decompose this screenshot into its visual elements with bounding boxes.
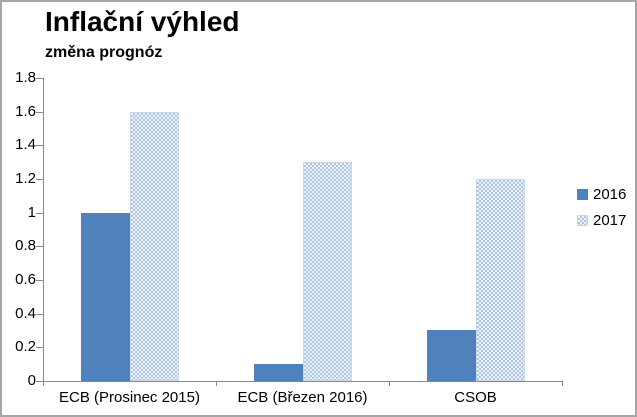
x-category-label: ECB (Prosinec 2015) <box>59 389 200 406</box>
legend-swatch-2016 <box>577 189 588 200</box>
y-tick-label: 0.2 <box>15 338 36 355</box>
x-category-label: ECB (Březen 2016) <box>237 389 368 406</box>
y-tick-label: 0.8 <box>15 237 36 254</box>
bar-2016 <box>81 213 130 381</box>
y-tick-mark <box>36 78 43 79</box>
y-tick-mark <box>36 280 43 281</box>
legend-item: 2017 <box>577 212 626 229</box>
x-tick-mark <box>216 381 217 386</box>
chart-subtitle: změna prognóz <box>45 44 163 61</box>
legend-swatch-2017 <box>577 215 588 226</box>
y-tick-mark <box>36 213 43 214</box>
legend-item: 2016 <box>577 186 626 203</box>
x-tick-mark <box>389 381 390 386</box>
y-tick-label: 1.4 <box>15 136 36 153</box>
bar-2017 <box>303 162 352 381</box>
y-tick-label: 0 <box>27 372 36 389</box>
x-category-label: CSOB <box>454 389 497 406</box>
x-tick-mark <box>562 381 563 386</box>
y-tick-mark <box>36 179 43 180</box>
y-tick-mark <box>36 314 43 315</box>
bar-2017 <box>476 179 525 381</box>
legend-label: 2017 <box>593 212 627 229</box>
y-tick-label: 0.6 <box>15 271 36 288</box>
x-tick-mark <box>43 381 44 386</box>
y-tick-mark <box>36 112 43 113</box>
y-tick-mark <box>36 381 43 382</box>
legend: 2016 2017 <box>577 186 626 238</box>
y-tick-label: 1.2 <box>15 170 36 187</box>
y-tick-mark <box>36 347 43 348</box>
y-tick-label: 1.6 <box>15 103 36 120</box>
y-tick-label: 0.4 <box>15 305 36 322</box>
y-tick-mark <box>36 145 43 146</box>
bar-2017 <box>130 112 179 381</box>
bar-2016 <box>427 330 476 381</box>
y-tick-mark <box>36 246 43 247</box>
legend-label: 2016 <box>593 186 627 203</box>
chart-title: Inflační výhled <box>45 6 240 37</box>
y-tick-label: 1 <box>27 204 36 221</box>
y-axis-line <box>43 78 44 382</box>
bar-2016 <box>254 364 303 381</box>
y-tick-label: 1.8 <box>15 69 36 86</box>
x-axis-line <box>43 381 563 382</box>
